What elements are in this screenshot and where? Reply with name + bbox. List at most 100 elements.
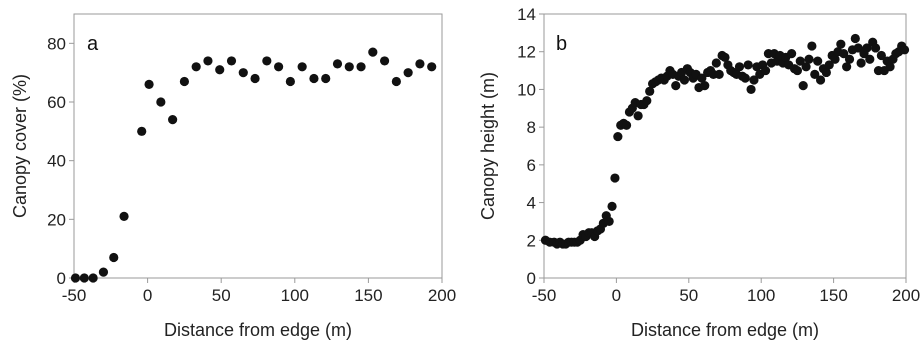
- panel-b-data-point: [844, 54, 855, 64]
- panel-b-data-point: [720, 52, 730, 62]
- panel-b-data-point: [679, 75, 690, 85]
- panel-a-data-point: [332, 59, 343, 69]
- panel-b-y-tick-label: 0: [527, 269, 536, 288]
- panel-b-x-axis-label: Distance from edge (m): [631, 320, 819, 340]
- panel-b-data-point: [815, 75, 826, 85]
- panel-a-data-point: [321, 73, 331, 84]
- panel-a-y-tick-label: 40: [47, 152, 66, 171]
- panel-a-data-point: [297, 62, 307, 72]
- panel-b-data-point: [804, 54, 814, 64]
- panel-b-points: [540, 33, 910, 249]
- panel-b-data-point: [714, 69, 724, 79]
- panel-a-data-point: [415, 59, 425, 69]
- panel-a-x-axis-label: Distance from edge (m): [164, 320, 352, 340]
- panel-b-data-point: [899, 45, 910, 55]
- panel-a-data-point: [285, 76, 295, 87]
- panel-b-data-point: [787, 49, 797, 59]
- panel-b-data-point: [801, 62, 811, 72]
- panel-b-data-point: [842, 62, 852, 72]
- panel-a-plot-area: [73, 13, 443, 279]
- panel-a-x-tick-label: 0: [143, 286, 152, 305]
- panel-b-data-point: [865, 54, 875, 64]
- panel-b-data-point: [610, 173, 620, 183]
- panel-b-data-point: [821, 67, 831, 78]
- panel-a-data-point: [356, 62, 366, 72]
- panel-b-data-point: [749, 75, 759, 85]
- panel-a-data-point: [403, 68, 413, 78]
- panel-b-y-axis-label: Canopy height (m): [478, 72, 498, 220]
- panel-a-data-point: [109, 252, 119, 263]
- panel-b-letter: b: [556, 33, 567, 55]
- panel-a-y-tick-label: 20: [47, 210, 66, 229]
- panel-b-data-point: [876, 50, 886, 61]
- panel-a-data-point: [179, 76, 189, 87]
- panel-b-y-tick-label: 12: [517, 43, 536, 62]
- panel-a-data-point: [168, 115, 178, 125]
- panel-a-x-tick-label: -50: [62, 286, 87, 305]
- panel-b-data-point: [824, 60, 834, 70]
- panel-a-y-tick-label: 60: [47, 93, 66, 112]
- panel-a-data-point: [191, 62, 201, 72]
- panel-a-x-tick-label: 150: [354, 286, 382, 305]
- panel-a-x-tick-label: 200: [428, 286, 456, 305]
- panel-b-y-tick-label: 10: [517, 80, 536, 99]
- panel-b-x-tick-label: -50: [532, 286, 557, 305]
- panel-b-data-point: [830, 54, 840, 64]
- panel-b-data-point: [810, 69, 820, 79]
- panel-a-data-point: [119, 211, 129, 221]
- panel-a-data-point: [344, 62, 354, 72]
- panel-a-points: [70, 47, 437, 283]
- panel-b-data-point: [862, 43, 872, 53]
- panel-a-data-point: [262, 56, 272, 66]
- panel-b-data-point: [813, 56, 823, 66]
- panel-a-data-point: [250, 73, 260, 84]
- panel-b-data-point: [671, 81, 681, 91]
- panel-b-x-tick-label: 0: [612, 286, 621, 305]
- panel-b-data-point: [633, 111, 643, 121]
- panel-a-letter: a: [87, 33, 99, 55]
- panel-a-data-point: [70, 273, 81, 283]
- panel-a-x-tick-label: 50: [212, 286, 231, 305]
- panel-b-data-point: [853, 43, 863, 53]
- panel-b-data-point: [836, 39, 846, 49]
- panel-b-data-point: [711, 58, 721, 68]
- panel-b-data-point: [870, 43, 881, 53]
- panel-b-data-point: [697, 73, 707, 83]
- panel-a-x-tick-label: 100: [281, 286, 309, 305]
- panel-b-data-point: [792, 65, 803, 76]
- panel-a-data-point: [156, 97, 166, 107]
- panel-b-data-point: [607, 201, 617, 211]
- panel-a-data-point: [215, 65, 225, 75]
- panel-b-data-point: [807, 41, 817, 51]
- panel-b-x-tick-label: 50: [679, 286, 698, 305]
- panel-a-data-point: [368, 47, 378, 57]
- panel-b-data-point: [743, 60, 753, 70]
- panel-a-data-point: [137, 126, 147, 136]
- panel-b-data-point: [740, 73, 750, 83]
- panel-b-data-point: [856, 58, 866, 68]
- panel-b-y-tick-label: 2: [527, 231, 536, 250]
- panel-b-x-tick-label: 200: [892, 286, 920, 305]
- panel-b-data-point: [798, 81, 808, 91]
- panel-a-data-point: [98, 267, 109, 277]
- panel-a-data-point: [427, 62, 437, 72]
- panel-b-data-point: [746, 84, 756, 95]
- panel-a-data-point: [379, 56, 390, 66]
- panel-b-x-tick-label: 100: [747, 286, 775, 305]
- panel-b-data-point: [760, 65, 771, 76]
- panel-b-data-point: [885, 62, 895, 72]
- panel-b-y-tick-label: 8: [527, 118, 536, 137]
- panel-a-data-point: [144, 79, 154, 89]
- panel-a-data-point: [391, 76, 401, 87]
- panel-b-data-point: [642, 96, 652, 106]
- panel-b-data-point: [734, 62, 745, 72]
- panel-b-data-point: [613, 131, 623, 142]
- panel-a-data-point: [88, 273, 98, 283]
- panel-b-plot-area: [543, 13, 907, 279]
- panel-b-data-point: [645, 86, 655, 96]
